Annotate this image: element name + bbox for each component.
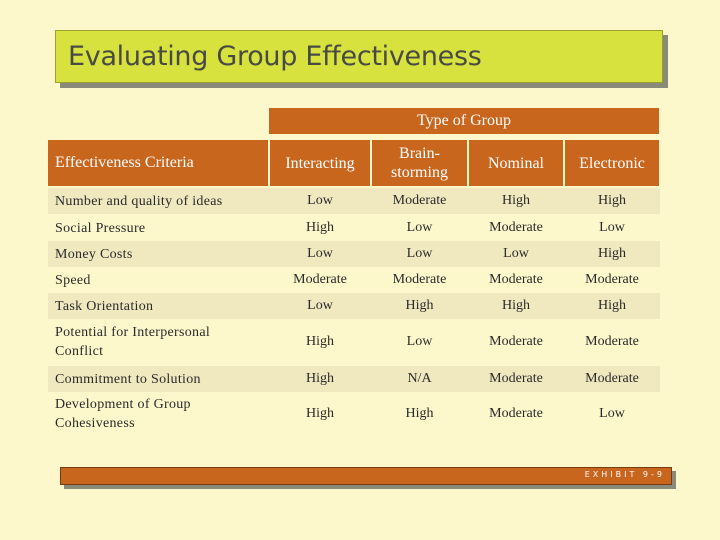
- criterion-cell: Commitment to Solution: [55, 371, 201, 387]
- column-header-electronic: Electronic: [565, 140, 659, 186]
- title-box: Evaluating Group Effectiveness: [55, 30, 663, 83]
- criteria-column-header: Effectiveness Criteria: [48, 140, 268, 186]
- table-row: Speed Moderate Moderate Moderate Moderate: [48, 267, 660, 293]
- rating-cell: High: [502, 193, 530, 208]
- criterion-cell: Potential for Interpersonal Conflict: [55, 325, 211, 359]
- rating-cell: High: [306, 220, 334, 235]
- table-row: Task Orientation Low High High High: [48, 293, 660, 319]
- rating-cell: High: [502, 298, 530, 313]
- criterion-cell: Number and quality of ideas: [55, 193, 223, 209]
- rating-cell: High: [405, 298, 434, 313]
- column-header-brainstorming: Brain- storming: [372, 140, 467, 186]
- rating-cell: Low: [406, 246, 433, 261]
- table-row: Commitment to Solution High N/A Moderate Mod…: [48, 366, 660, 392]
- group-type-header: Type of Group: [269, 108, 659, 134]
- rating-cell: Low: [307, 193, 333, 208]
- column-header-label: Interacting: [285, 154, 355, 172]
- table-row: Social Pressure High Low Moderate Low: [48, 215, 660, 241]
- rating-cell: Moderate: [585, 272, 639, 287]
- rating-cell: Moderate: [489, 220, 543, 235]
- table-row: Money Costs Low Low Low High: [48, 241, 660, 267]
- exhibit-bar: EXHIBIT 9-9: [60, 467, 672, 485]
- criterion-cell: Development of Group Cohesiveness: [55, 397, 191, 431]
- rating-cell: N/A: [407, 371, 432, 386]
- rating-cell: Moderate: [489, 406, 543, 421]
- column-header-label: Brain- storming: [391, 145, 448, 181]
- rating-cell: Low: [307, 246, 333, 261]
- criterion-cell: Task Orientation: [55, 298, 154, 314]
- rating-cell: High: [405, 406, 434, 421]
- rating-cell: High: [598, 193, 626, 208]
- rating-cell: Low: [599, 220, 625, 235]
- column-header-interacting: Interacting: [270, 140, 370, 186]
- rating-cell: High: [306, 406, 334, 421]
- column-header-label: Electronic: [579, 154, 645, 172]
- rating-cell: Low: [307, 298, 333, 313]
- page-title: Evaluating Group Effectiveness: [68, 41, 482, 72]
- rating-cell: Moderate: [392, 272, 447, 287]
- rating-cell: High: [306, 371, 334, 386]
- rating-cell: Moderate: [489, 334, 543, 349]
- exhibit-label: EXHIBIT 9-9: [584, 470, 665, 479]
- table-row: Potential for Interpersonal Conflict High…: [48, 320, 660, 364]
- rating-cell: Moderate: [489, 371, 543, 386]
- table-row: Development of Group Cohesiveness High Hig…: [48, 392, 660, 436]
- rating-cell: Moderate: [585, 371, 639, 386]
- rating-cell: High: [598, 246, 626, 261]
- criterion-cell: Money Costs: [55, 246, 133, 262]
- criterion-cell: Social Pressure: [55, 220, 146, 236]
- criterion-cell: Speed: [55, 272, 91, 288]
- table-row: Number and quality of ideas Low Moderate Hi…: [48, 188, 660, 214]
- rating-cell: Low: [406, 220, 433, 235]
- column-header-label: Nominal: [488, 154, 544, 172]
- rating-cell: Low: [503, 246, 529, 261]
- rating-cell: Low: [599, 406, 625, 421]
- rating-cell: Moderate: [489, 272, 543, 287]
- rating-cell: High: [598, 298, 626, 313]
- rating-cell: Low: [406, 334, 433, 349]
- rating-cell: Moderate: [293, 272, 347, 287]
- rating-cell: High: [306, 334, 334, 349]
- column-header-nominal: Nominal: [469, 140, 563, 186]
- rating-cell: Moderate: [392, 193, 447, 208]
- rating-cell: Moderate: [585, 334, 639, 349]
